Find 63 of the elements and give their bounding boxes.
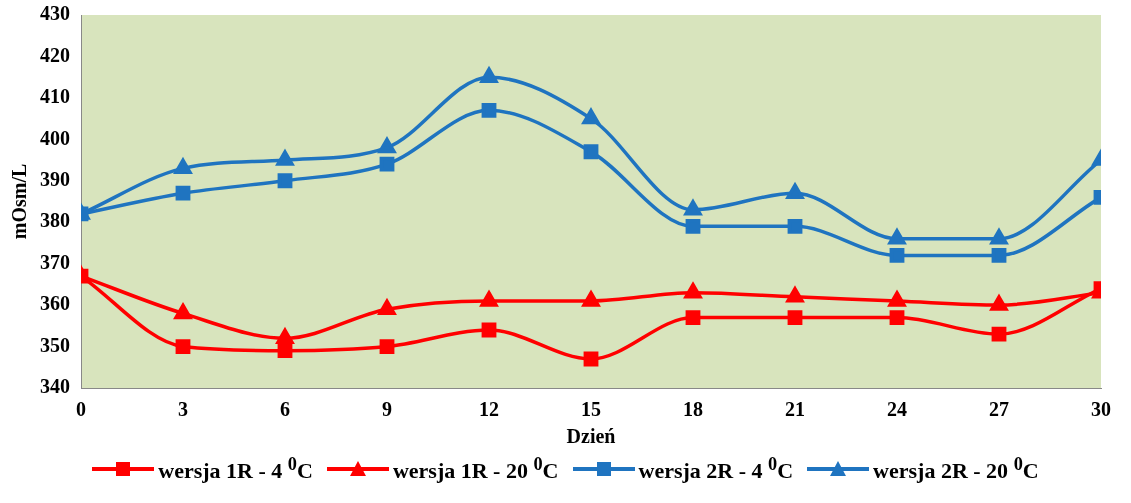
point — [174, 303, 192, 320]
point — [583, 144, 599, 160]
y-tick-label: 340 — [40, 375, 70, 398]
point — [481, 102, 497, 118]
point — [379, 156, 395, 172]
x-tick-label: 27 — [989, 398, 1009, 421]
x-tick-label: 21 — [785, 398, 805, 421]
point — [277, 343, 293, 359]
point — [583, 351, 599, 367]
point — [787, 218, 803, 234]
point — [277, 173, 293, 189]
point — [175, 339, 191, 354]
y-tick-label: 430 — [40, 2, 70, 25]
x-tick-label: 15 — [581, 398, 601, 421]
point — [888, 229, 906, 245]
y-tick-label: 410 — [40, 85, 70, 108]
x-tick-label: 3 — [178, 398, 188, 421]
point — [582, 291, 600, 307]
point — [991, 326, 1007, 342]
point — [889, 247, 905, 263]
point — [684, 200, 702, 216]
point — [276, 328, 294, 345]
x-tick-label: 18 — [683, 398, 703, 421]
point — [786, 287, 804, 303]
x-tick-label: 30 — [1091, 398, 1111, 421]
point — [990, 229, 1008, 245]
point — [174, 158, 192, 175]
x-tick-label: 6 — [280, 398, 290, 421]
x-tick-label: 12 — [479, 398, 499, 421]
y-tick-label: 400 — [40, 126, 70, 149]
legend-label: wersja 1R - 4 $^{0}$C — [158, 454, 313, 485]
point — [685, 310, 701, 325]
point — [991, 247, 1007, 263]
point — [378, 137, 396, 154]
y-tick-label: 360 — [40, 292, 70, 315]
y-tick-label: 380 — [40, 209, 70, 232]
point — [889, 310, 905, 325]
legend-label: wersja 1R - 20 $^{0}$C — [392, 454, 559, 485]
y-axis-title: mOsm/L — [8, 163, 31, 240]
point — [787, 310, 803, 325]
point — [378, 299, 396, 316]
y-tick-label: 390 — [40, 167, 70, 190]
point — [379, 339, 395, 354]
point — [481, 322, 497, 338]
point — [786, 183, 804, 199]
legend-label: wersja 2R - 4 $^{0}$C — [638, 454, 794, 485]
point — [480, 291, 498, 307]
y-tick-label: 350 — [40, 333, 70, 356]
point — [990, 295, 1008, 311]
y-tick-label: 370 — [40, 250, 70, 273]
x-tick-label: 0 — [76, 398, 86, 421]
point — [480, 67, 498, 83]
x-tick-label: 24 — [887, 398, 907, 421]
point — [685, 218, 701, 234]
point — [276, 150, 294, 166]
point — [175, 185, 191, 201]
x-tick-label: 9 — [382, 398, 392, 421]
point — [684, 282, 702, 299]
legend-label: wersja 2R - 20 $^{0}$C — [873, 454, 1039, 485]
y-tick-label: 420 — [40, 43, 70, 66]
point — [582, 108, 600, 125]
point — [888, 291, 906, 307]
x-axis-title: Dzień — [566, 425, 616, 448]
